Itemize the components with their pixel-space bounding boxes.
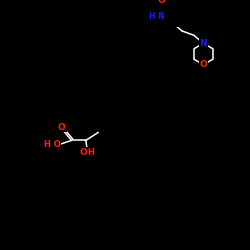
Text: O: O: [158, 0, 165, 6]
Text: H O: H O: [44, 140, 60, 149]
Text: O: O: [200, 60, 207, 69]
Text: O: O: [79, 148, 87, 158]
Text: O: O: [58, 122, 66, 132]
Text: H: H: [88, 148, 94, 158]
Text: H N: H N: [150, 12, 165, 22]
Text: N: N: [200, 39, 207, 48]
